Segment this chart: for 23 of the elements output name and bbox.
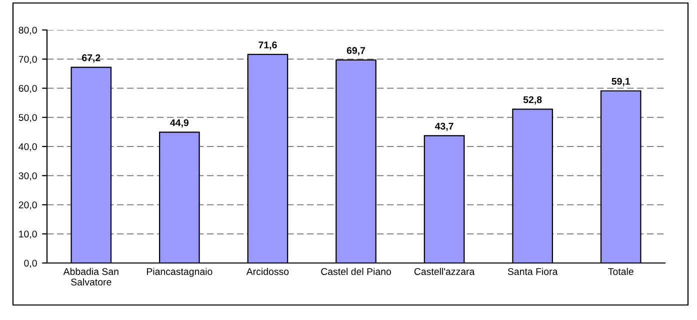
y-tick-label: 60,0 [18, 84, 37, 94]
data-label: 71,6 [258, 41, 277, 50]
y-tick-label: 20,0 [18, 201, 37, 210]
data-label: 67,2 [82, 54, 100, 63]
data-label: 59,1 [612, 78, 630, 86]
x-tick-label: Piancastagnaio [146, 268, 212, 277]
y-tick-label: 70,0 [18, 56, 37, 64]
y-tick-label: 10,0 [19, 230, 37, 239]
y-tick-label: 50,0 [18, 114, 37, 122]
x-tick-label: Santa Fiora [508, 268, 558, 275]
y-tick-label: 0,0 [24, 260, 37, 268]
y-tick-label: 30,0 [18, 172, 37, 180]
data-label: 52,8 [523, 96, 542, 105]
data-label: 43,7 [434, 122, 454, 132]
x-tick-label: Abbadia San Salvatore [63, 268, 118, 286]
x-tick-label: Totale [608, 268, 634, 275]
x-tick-label: Castell'azzara [414, 268, 475, 275]
y-tick-label: 80,0 [18, 26, 37, 35]
x-tick-label: Arcidosso [246, 268, 289, 275]
data-label: 69,7 [346, 47, 366, 56]
data-label: 44,9 [170, 119, 189, 128]
x-tick-label: Castel del Piano [321, 268, 391, 275]
y-tick-label: 40,0 [18, 143, 37, 152]
